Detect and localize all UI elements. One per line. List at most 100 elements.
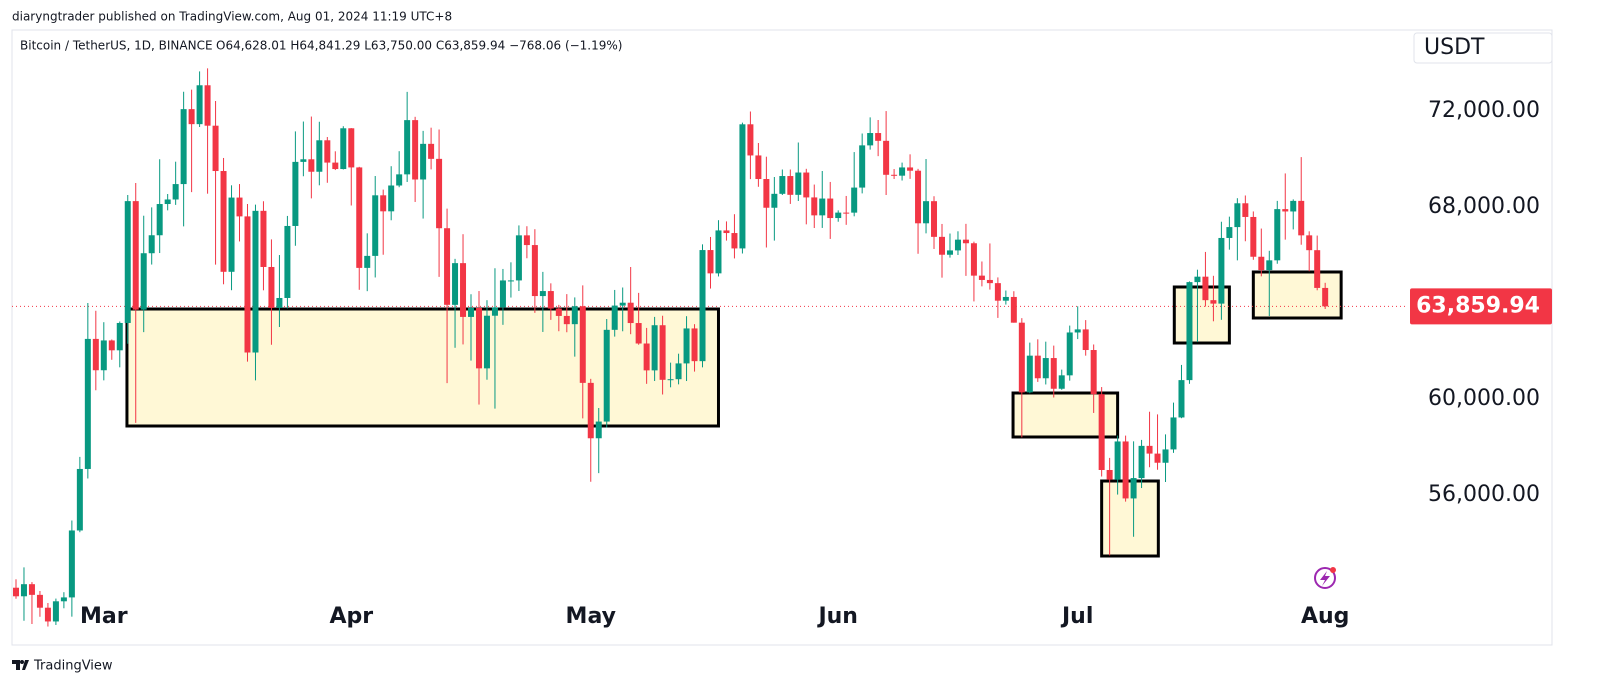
zone [125, 307, 720, 428]
x-tick-label: Mar [80, 604, 128, 629]
candle-body [148, 235, 155, 254]
candle-body [452, 263, 459, 305]
candle-body [404, 120, 411, 175]
candle-body [124, 201, 131, 323]
candle-body [1186, 282, 1193, 381]
candle-body [931, 201, 938, 237]
candle-body [108, 340, 115, 351]
candle-body [1218, 237, 1225, 304]
candle-body [779, 176, 786, 194]
candle-body [1026, 355, 1033, 393]
candle-body [875, 133, 882, 141]
candle-body [100, 340, 107, 371]
candle-body [787, 176, 794, 195]
candle-body [436, 158, 443, 229]
candle-body [28, 584, 35, 595]
candle-body [962, 239, 969, 244]
candle-body [1322, 287, 1329, 307]
last-price-label: 63,859.94 [1416, 293, 1540, 318]
candle-body [994, 283, 1001, 301]
candle-body [420, 143, 427, 180]
candle-body [308, 159, 315, 172]
ohlc-header: O64,628.01 H64,841.29 L63,750.00 C63,859… [216, 39, 622, 53]
candle-body [1202, 276, 1209, 301]
candle-body [444, 228, 451, 305]
candle-body [1314, 250, 1321, 288]
candle-body [292, 161, 299, 226]
candle-body [603, 329, 610, 422]
zone [1100, 479, 1160, 558]
candle-body [811, 197, 818, 216]
candle-body [1090, 350, 1097, 395]
last-price-box [1410, 288, 1552, 325]
candle-body [611, 305, 618, 330]
candle-body [172, 184, 179, 200]
candle-body [1002, 296, 1009, 301]
candle-body [938, 236, 945, 255]
candle-body [763, 179, 770, 208]
candle-body [667, 379, 674, 381]
candle-body [659, 325, 666, 380]
candle-body [587, 382, 594, 439]
candle-body [651, 325, 658, 371]
candle-body [1210, 300, 1217, 304]
candle-body [1010, 296, 1017, 323]
candle-body [132, 201, 139, 310]
candle-body [1050, 358, 1057, 389]
candle-body [332, 162, 339, 170]
candle-body [412, 120, 419, 180]
candle-body [316, 140, 323, 172]
candle-body [803, 172, 810, 198]
currency[interactable]: USDT [1424, 35, 1485, 60]
candle-body [515, 235, 522, 281]
candle-body [1242, 203, 1249, 217]
candle-body [507, 280, 514, 282]
candle-body [643, 343, 650, 371]
currency-box[interactable] [1413, 32, 1553, 64]
candle-body [1138, 445, 1145, 479]
candle-body [396, 174, 403, 186]
candle-body [899, 167, 906, 176]
candle-body [1130, 478, 1137, 499]
candle-body [891, 174, 898, 176]
x-tick-label: Jul [1060, 604, 1093, 629]
x-tick-label: Apr [329, 604, 373, 629]
candle-body [915, 170, 922, 224]
y-tick-label: 60,000.00 [1428, 386, 1540, 411]
footer: TradingView [33, 659, 113, 674]
chart-frame [11, 29, 1553, 646]
candle-body [523, 235, 530, 246]
candle-body [1146, 445, 1153, 454]
candle-body [116, 322, 123, 351]
y-tick-label: 68,000.00 [1428, 194, 1540, 219]
candle-body [827, 198, 834, 219]
candle-body [364, 255, 371, 268]
candle-body [795, 172, 802, 195]
candle-body [92, 338, 99, 371]
y-tick-label: 56,000.00 [1428, 482, 1540, 507]
candle-body [300, 159, 307, 162]
candle-body [627, 302, 634, 324]
candle-body [244, 216, 251, 353]
candle-body [76, 468, 83, 531]
candle-body [1290, 200, 1297, 212]
candle-body [204, 85, 211, 126]
candle-body [1266, 260, 1273, 271]
candle-body [946, 250, 953, 255]
candle-body [388, 185, 395, 212]
candle-body [483, 315, 490, 369]
candle-body [324, 140, 331, 163]
alert-icon[interactable] [1314, 567, 1336, 589]
candle-body [1114, 441, 1121, 480]
candle-body [1122, 441, 1129, 499]
candle-body [44, 607, 51, 622]
candle-body [986, 279, 993, 284]
candle-body [20, 584, 27, 597]
candle-body [1170, 417, 1177, 450]
candle-body [212, 125, 219, 172]
candle-body [923, 201, 930, 224]
candle-body [675, 363, 682, 380]
candle-body [531, 245, 538, 297]
candle-body [715, 230, 722, 274]
candle-body [859, 145, 866, 188]
